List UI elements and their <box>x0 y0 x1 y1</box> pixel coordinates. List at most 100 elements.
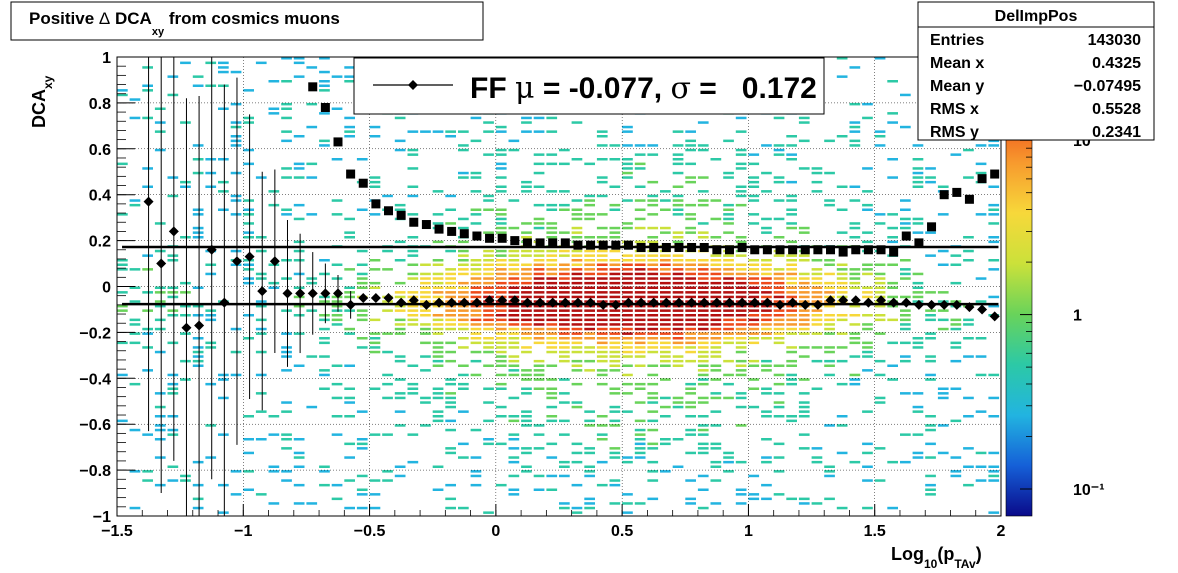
heatmap-cell <box>445 428 456 432</box>
sigma-point <box>308 82 318 92</box>
heatmap-cell <box>862 442 873 446</box>
heatmap-cell <box>192 483 204 487</box>
heatmap-cell <box>672 346 684 349</box>
heatmap-cell <box>900 217 911 221</box>
heatmap-cell <box>508 277 520 280</box>
x-tick-label: −1.5 <box>101 523 133 540</box>
heatmap-cell <box>142 327 153 331</box>
heatmap-cell <box>470 176 482 179</box>
heatmap-cell <box>887 226 898 230</box>
heatmap-cell <box>218 373 229 377</box>
heatmap-cell <box>129 286 141 289</box>
heatmap-cell <box>748 493 760 496</box>
heatmap-cell <box>470 222 482 225</box>
heatmap-cell <box>811 332 823 335</box>
heatmap-cell <box>546 396 558 400</box>
heatmap-cell <box>672 465 684 468</box>
heatmap-cell <box>634 144 646 147</box>
heatmap-cell <box>723 263 734 266</box>
heatmap-cell <box>205 346 217 349</box>
heatmap-cell <box>382 479 393 482</box>
heatmap-cell <box>571 337 583 340</box>
heatmap-cell <box>508 460 520 464</box>
heatmap-cell <box>483 130 494 133</box>
heatmap-cell <box>559 392 570 395</box>
heatmap-cell <box>495 213 507 216</box>
heatmap-cell <box>685 314 696 317</box>
heatmap-cell <box>483 337 494 340</box>
mean-point <box>913 299 924 310</box>
heatmap-cell <box>394 327 406 331</box>
heatmap-cell <box>811 387 823 390</box>
title-delta: Δ <box>99 9 110 28</box>
heatmap-cell <box>521 332 532 335</box>
heatmap-cell <box>495 130 507 133</box>
heatmap-cell <box>192 208 204 211</box>
heatmap-cell <box>559 249 570 253</box>
heatmap-cell <box>432 190 444 193</box>
heatmap-cell <box>710 355 722 358</box>
mean-point <box>370 292 381 303</box>
heatmap-cell <box>344 231 355 234</box>
heatmap-cell <box>622 254 633 257</box>
mean-point <box>383 292 394 303</box>
heatmap-cell <box>596 332 608 335</box>
heatmap-cell <box>508 488 520 491</box>
heatmap-cell <box>697 424 709 427</box>
heatmap-cell <box>293 304 305 308</box>
sigma-point <box>775 245 785 255</box>
heatmap-cell <box>634 291 646 294</box>
heatmap-cell <box>306 281 318 285</box>
heatmap-cell <box>559 341 570 345</box>
heatmap-cell <box>900 208 911 211</box>
heatmap-cell <box>344 125 355 129</box>
heatmap-cell <box>268 470 280 473</box>
heatmap-cell <box>786 135 797 138</box>
heatmap-cell <box>432 350 444 354</box>
heatmap-cell <box>281 346 292 349</box>
heatmap-cell <box>571 272 583 276</box>
sigma-point <box>851 245 861 255</box>
heatmap-cell <box>331 314 343 317</box>
heatmap-cell <box>723 456 734 459</box>
heatmap-cell <box>609 410 621 413</box>
heatmap-cell <box>533 341 545 345</box>
heatmap-cell <box>647 203 659 207</box>
heatmap-cell <box>281 355 292 358</box>
heatmap-cell <box>445 396 456 400</box>
heatmap-cell <box>546 130 558 133</box>
heatmap-cell <box>925 314 936 317</box>
heatmap-cell <box>243 268 254 271</box>
heatmap-cell <box>445 382 456 386</box>
heatmap-cell <box>205 158 217 161</box>
heatmap-cell <box>495 332 507 335</box>
heatmap-cell <box>584 359 595 363</box>
heatmap-cell <box>786 281 797 285</box>
heatmap-cell <box>811 268 823 271</box>
heatmap-cell <box>824 286 835 289</box>
heatmap-cell <box>546 286 558 289</box>
heatmap-cell <box>420 327 431 331</box>
sigma-point <box>421 220 431 230</box>
heatmap-cell <box>849 382 861 386</box>
heatmap-cell <box>710 295 722 299</box>
heatmap-cell <box>773 254 785 257</box>
heatmap-cell <box>584 502 595 505</box>
heatmap-cell <box>293 162 305 166</box>
heatmap-cell <box>900 460 911 464</box>
heatmap-cell <box>584 277 595 280</box>
heatmap-cell <box>988 396 1000 400</box>
heatmap-cell <box>445 318 456 322</box>
heatmap-cell <box>559 268 570 271</box>
heatmap-cell <box>697 428 709 432</box>
heatmap-cell <box>546 222 558 225</box>
heatmap-cell <box>533 222 545 225</box>
heatmap-cell <box>660 263 671 266</box>
heatmap-cell <box>937 392 949 395</box>
heatmap-cell <box>824 263 835 266</box>
heatmap-cell <box>533 337 545 340</box>
heatmap-cell <box>243 314 254 317</box>
heatmap-cell <box>571 314 583 317</box>
heatmap-cell <box>546 231 558 234</box>
heatmap-cell <box>495 442 507 446</box>
